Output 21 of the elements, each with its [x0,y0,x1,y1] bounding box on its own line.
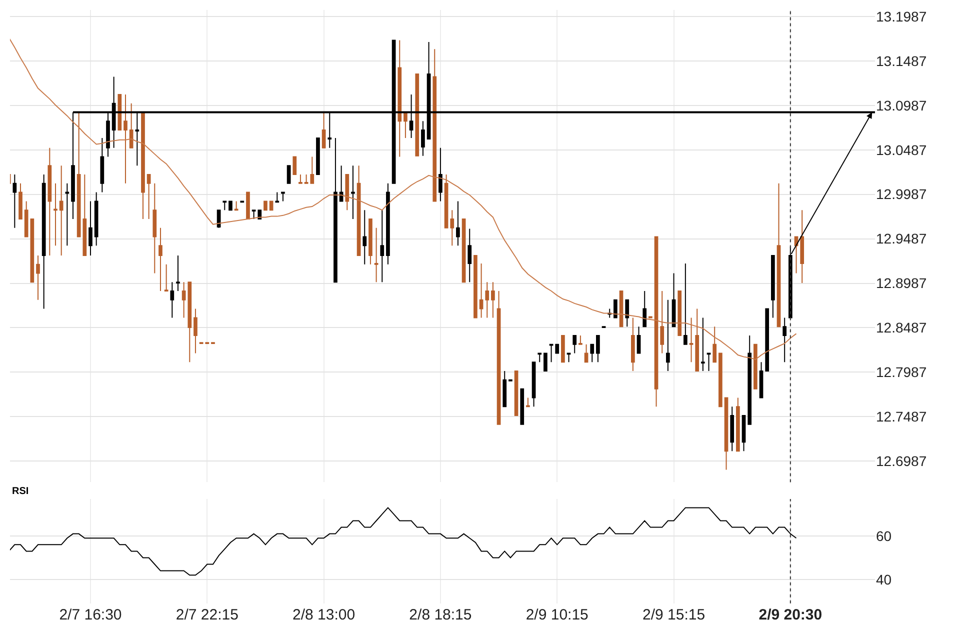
x-tick-label: 2/9 20:30 [758,606,822,624]
y-tick-label: 13.1487 [876,52,927,69]
x-tick-label: 2/7 22:15 [176,606,238,624]
y-tick-label: 60 [876,528,892,544]
y-tick-label: 12.7487 [876,408,927,425]
y-tick-label: 12.7987 [876,364,927,380]
y-tick-label: 12.8987 [876,275,927,292]
y-tick-label: 12.9987 [876,186,927,202]
y-tick-label: 13.0487 [876,142,927,158]
chart-title: RSI [12,486,29,497]
x-tick-label: 2/9 15:15 [642,606,706,624]
x-tick-label: 2/7 16:30 [59,606,122,624]
y-tick-label: 13.0987 [876,97,927,114]
y-tick-label: 13.1987 [876,8,927,24]
y-tick-label: 40 [876,571,892,588]
x-tick-label: 2/8 13:00 [292,606,356,624]
x-tick-label: 2/9 10:15 [526,606,588,624]
y-tick-label: 12.6987 [876,453,927,470]
x-tick-label: 2/8 18:15 [409,606,472,624]
y-tick-label: 12.8487 [876,320,927,336]
y-tick-label: 12.9487 [876,230,927,247]
